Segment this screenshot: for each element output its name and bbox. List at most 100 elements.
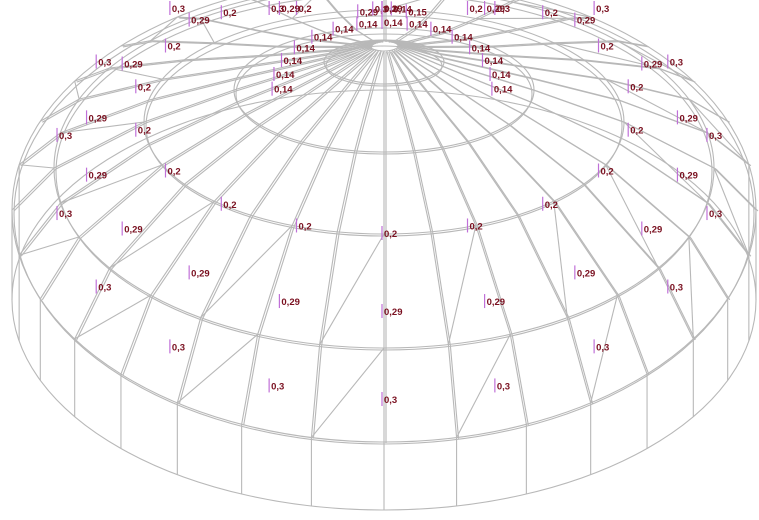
section-label: 0,29	[644, 225, 663, 236]
radial-rib	[555, 201, 620, 297]
radial-rib	[432, 232, 451, 346]
radial-rib	[62, 144, 151, 205]
radial-rib	[567, 16, 591, 19]
radial-rib	[186, 125, 262, 186]
section-label: 0,29	[384, 4, 403, 15]
radial-rib	[150, 102, 240, 146]
radial-rib	[426, 77, 491, 135]
radial-rib	[412, 11, 432, 30]
radial-rib	[111, 60, 187, 70]
section-label: 0,29	[191, 268, 210, 279]
radial-rib	[517, 17, 568, 30]
section-label: 0,14	[274, 85, 293, 96]
radial-rib	[148, 101, 238, 145]
radial-rib	[18, 202, 61, 256]
radial-rib	[338, 151, 358, 233]
section-label: 0,29	[384, 307, 403, 318]
radial-rib	[690, 237, 731, 301]
radial-rib	[444, 58, 534, 80]
radial-rib	[179, 17, 203, 20]
section-label: 0,15	[408, 7, 427, 18]
radial-rib	[150, 200, 215, 296]
section-label: 0,14	[492, 70, 511, 81]
radial-rib	[152, 201, 217, 297]
radial-rib	[510, 0, 517, 3]
radial-rib	[200, 17, 251, 30]
radial-rib	[122, 41, 153, 48]
diagonal-brace	[109, 200, 215, 269]
radial-rib	[352, 50, 379, 82]
diagonal-brace	[553, 201, 568, 318]
radial-rib	[388, 50, 408, 83]
radial-rib	[707, 202, 750, 256]
diagonal-brace	[200, 18, 215, 44]
radial-rib	[617, 40, 648, 47]
radial-rib	[145, 90, 237, 124]
radial-rib	[397, 49, 437, 76]
radial-rib	[330, 44, 374, 56]
radial-rib	[293, 148, 330, 227]
section-label: 0,2	[545, 8, 558, 19]
radial-rib	[356, 29, 375, 42]
section-label: 0,14	[494, 85, 513, 96]
radial-rib	[449, 345, 460, 439]
radial-rib	[386, 39, 396, 42]
radial-rib	[445, 62, 537, 92]
radial-rib	[522, 65, 606, 80]
section-label: 0,29	[487, 4, 506, 15]
radial-rib	[397, 84, 416, 152]
radial-rib	[569, 17, 593, 20]
radial-rib	[414, 151, 434, 233]
radial-rib	[524, 66, 608, 81]
radial-rib	[214, 42, 278, 47]
radial-rib	[233, 61, 325, 91]
radial-rib	[568, 318, 594, 405]
radial-rib	[435, 74, 512, 126]
radial-rib	[508, 55, 584, 61]
radial-rib	[200, 214, 252, 318]
radial-rib	[291, 147, 328, 226]
section-label: 0,2	[601, 42, 614, 53]
radial-rib	[430, 0, 442, 13]
radial-rib	[279, 78, 344, 136]
radial-rib	[327, 0, 340, 14]
radial-rib	[518, 215, 570, 319]
radial-rib	[467, 28, 518, 39]
diagonal-brace	[60, 121, 145, 134]
diagonal-brace	[617, 40, 694, 82]
radial-rib	[709, 133, 752, 167]
radial-rib	[259, 226, 295, 336]
radial-rib	[709, 203, 752, 257]
radial-rib	[393, 41, 427, 47]
radial-rib	[62, 100, 151, 135]
radial-rib	[216, 43, 280, 48]
section-label: 0,3	[59, 131, 72, 142]
radial-rib	[713, 167, 757, 211]
section-label: 0,29	[360, 7, 379, 18]
radial-rib	[243, 335, 261, 426]
radial-rib	[406, 82, 442, 148]
radial-rib	[150, 78, 240, 102]
radial-rib	[535, 90, 627, 124]
radial-rib	[715, 168, 759, 212]
radial-rib	[605, 164, 690, 238]
radial-rib	[408, 83, 444, 149]
radial-rib	[143, 89, 235, 123]
diagonal-brace	[319, 233, 385, 345]
radial-rib	[585, 60, 661, 70]
radial-rib	[688, 236, 729, 300]
radial-rib	[186, 56, 262, 62]
section-label: 0,14	[384, 18, 403, 29]
radial-rib	[371, 50, 382, 84]
section-label: 0,29	[281, 297, 300, 308]
radial-rib	[343, 42, 377, 48]
radial-rib	[374, 40, 384, 43]
radial-rib	[659, 268, 696, 341]
radial-rib	[430, 231, 449, 345]
radial-rib	[300, 37, 351, 45]
section-label: 0,2	[545, 200, 558, 211]
radial-rib	[164, 66, 248, 81]
diagonal-brace	[447, 225, 477, 345]
diagonal-brace	[688, 98, 750, 166]
